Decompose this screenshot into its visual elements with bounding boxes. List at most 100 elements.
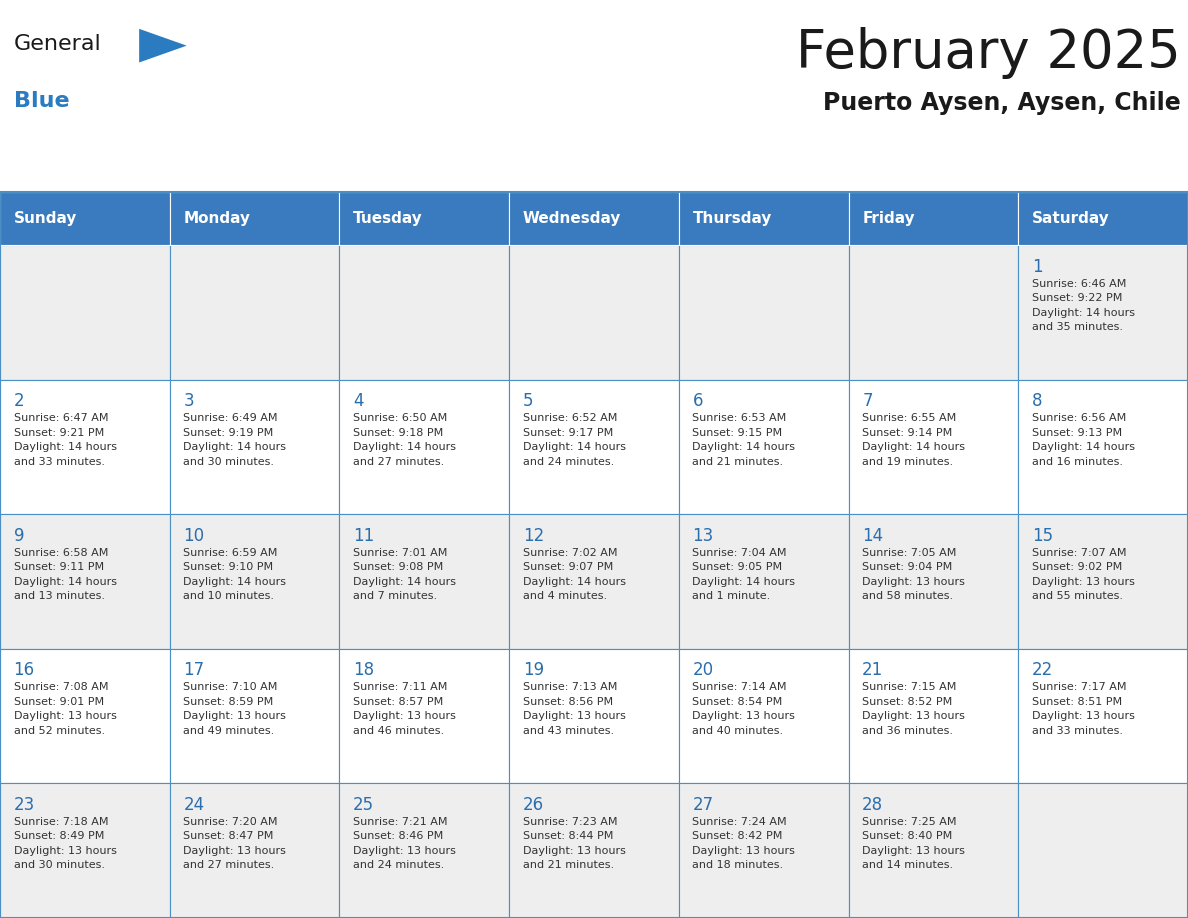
Bar (1018, 783, 1188, 918)
Bar (510, 783, 678, 918)
Bar (0, 649, 170, 783)
Bar (340, 514, 510, 649)
Text: Sunrise: 7:01 AM
Sunset: 9:08 PM
Daylight: 14 hours
and 7 minutes.: Sunrise: 7:01 AM Sunset: 9:08 PM Dayligh… (353, 548, 456, 601)
Text: Sunday: Sunday (13, 211, 77, 226)
Text: Sunrise: 6:59 AM
Sunset: 9:10 PM
Daylight: 14 hours
and 10 minutes.: Sunrise: 6:59 AM Sunset: 9:10 PM Dayligh… (183, 548, 286, 601)
Text: 15: 15 (1032, 527, 1053, 544)
Text: Monday: Monday (183, 211, 251, 226)
Text: Sunrise: 7:14 AM
Sunset: 8:54 PM
Daylight: 13 hours
and 40 minutes.: Sunrise: 7:14 AM Sunset: 8:54 PM Dayligh… (693, 682, 795, 735)
Text: 19: 19 (523, 661, 544, 679)
Text: 6: 6 (693, 392, 703, 410)
Text: 22: 22 (1032, 661, 1053, 679)
Text: Blue: Blue (13, 91, 69, 111)
Bar (1018, 380, 1188, 514)
Text: Sunrise: 7:23 AM
Sunset: 8:44 PM
Daylight: 13 hours
and 21 minutes.: Sunrise: 7:23 AM Sunset: 8:44 PM Dayligh… (523, 817, 626, 870)
Text: 18: 18 (353, 661, 374, 679)
Text: February 2025: February 2025 (796, 27, 1181, 79)
Text: Sunrise: 6:46 AM
Sunset: 9:22 PM
Daylight: 14 hours
and 35 minutes.: Sunrise: 6:46 AM Sunset: 9:22 PM Dayligh… (1032, 279, 1135, 332)
Text: Sunrise: 7:20 AM
Sunset: 8:47 PM
Daylight: 13 hours
and 27 minutes.: Sunrise: 7:20 AM Sunset: 8:47 PM Dayligh… (183, 817, 286, 870)
Text: 26: 26 (523, 796, 544, 814)
Text: Sunrise: 7:13 AM
Sunset: 8:56 PM
Daylight: 13 hours
and 43 minutes.: Sunrise: 7:13 AM Sunset: 8:56 PM Dayligh… (523, 682, 626, 735)
Text: Sunrise: 7:02 AM
Sunset: 9:07 PM
Daylight: 14 hours
and 4 minutes.: Sunrise: 7:02 AM Sunset: 9:07 PM Dayligh… (523, 548, 626, 601)
Text: Sunrise: 6:52 AM
Sunset: 9:17 PM
Daylight: 14 hours
and 24 minutes.: Sunrise: 6:52 AM Sunset: 9:17 PM Dayligh… (523, 413, 626, 466)
Text: Sunrise: 7:15 AM
Sunset: 8:52 PM
Daylight: 13 hours
and 36 minutes.: Sunrise: 7:15 AM Sunset: 8:52 PM Dayligh… (862, 682, 965, 735)
Bar (678, 192, 848, 245)
Bar (0, 783, 170, 918)
Text: Sunrise: 7:04 AM
Sunset: 9:05 PM
Daylight: 14 hours
and 1 minute.: Sunrise: 7:04 AM Sunset: 9:05 PM Dayligh… (693, 548, 796, 601)
Text: Friday: Friday (862, 211, 915, 226)
Text: 4: 4 (353, 392, 364, 410)
Bar (170, 649, 340, 783)
Bar (170, 514, 340, 649)
Bar (848, 380, 1018, 514)
Bar (0, 380, 170, 514)
Text: General: General (13, 34, 101, 53)
Text: Sunrise: 6:55 AM
Sunset: 9:14 PM
Daylight: 14 hours
and 19 minutes.: Sunrise: 6:55 AM Sunset: 9:14 PM Dayligh… (862, 413, 965, 466)
Text: 23: 23 (13, 796, 34, 814)
Bar (0, 514, 170, 649)
Bar (170, 245, 340, 380)
Text: Sunrise: 7:05 AM
Sunset: 9:04 PM
Daylight: 13 hours
and 58 minutes.: Sunrise: 7:05 AM Sunset: 9:04 PM Dayligh… (862, 548, 965, 601)
Bar (1018, 245, 1188, 380)
Text: 1: 1 (1032, 258, 1043, 275)
Bar (510, 245, 678, 380)
Text: 7: 7 (862, 392, 873, 410)
Bar (340, 245, 510, 380)
Text: 25: 25 (353, 796, 374, 814)
Text: 13: 13 (693, 527, 714, 544)
Text: 8: 8 (1032, 392, 1042, 410)
Bar (170, 783, 340, 918)
Text: Sunrise: 6:58 AM
Sunset: 9:11 PM
Daylight: 14 hours
and 13 minutes.: Sunrise: 6:58 AM Sunset: 9:11 PM Dayligh… (13, 548, 116, 601)
Bar (848, 245, 1018, 380)
Text: 12: 12 (523, 527, 544, 544)
Bar (340, 380, 510, 514)
Bar (678, 380, 848, 514)
Text: 3: 3 (183, 392, 194, 410)
Text: Sunrise: 7:10 AM
Sunset: 8:59 PM
Daylight: 13 hours
and 49 minutes.: Sunrise: 7:10 AM Sunset: 8:59 PM Dayligh… (183, 682, 286, 735)
Text: 17: 17 (183, 661, 204, 679)
Bar (0, 192, 1188, 918)
Bar (170, 380, 340, 514)
Text: Sunrise: 7:18 AM
Sunset: 8:49 PM
Daylight: 13 hours
and 30 minutes.: Sunrise: 7:18 AM Sunset: 8:49 PM Dayligh… (13, 817, 116, 870)
Text: Sunrise: 6:50 AM
Sunset: 9:18 PM
Daylight: 14 hours
and 27 minutes.: Sunrise: 6:50 AM Sunset: 9:18 PM Dayligh… (353, 413, 456, 466)
Text: Sunrise: 7:17 AM
Sunset: 8:51 PM
Daylight: 13 hours
and 33 minutes.: Sunrise: 7:17 AM Sunset: 8:51 PM Dayligh… (1032, 682, 1135, 735)
Text: 14: 14 (862, 527, 883, 544)
Bar (340, 783, 510, 918)
Text: 10: 10 (183, 527, 204, 544)
Bar (1018, 192, 1188, 245)
Bar (848, 514, 1018, 649)
Bar (678, 514, 848, 649)
Bar (1018, 514, 1188, 649)
Bar (510, 192, 678, 245)
Bar (678, 245, 848, 380)
Bar (340, 649, 510, 783)
Text: Sunrise: 6:49 AM
Sunset: 9:19 PM
Daylight: 14 hours
and 30 minutes.: Sunrise: 6:49 AM Sunset: 9:19 PM Dayligh… (183, 413, 286, 466)
Bar (848, 649, 1018, 783)
Text: Puerto Aysen, Aysen, Chile: Puerto Aysen, Aysen, Chile (823, 91, 1181, 116)
Polygon shape (139, 28, 187, 62)
Text: Sunrise: 7:25 AM
Sunset: 8:40 PM
Daylight: 13 hours
and 14 minutes.: Sunrise: 7:25 AM Sunset: 8:40 PM Dayligh… (862, 817, 965, 870)
Text: 2: 2 (13, 392, 24, 410)
Text: 11: 11 (353, 527, 374, 544)
Text: Sunrise: 6:47 AM
Sunset: 9:21 PM
Daylight: 14 hours
and 33 minutes.: Sunrise: 6:47 AM Sunset: 9:21 PM Dayligh… (13, 413, 116, 466)
Bar (0, 245, 170, 380)
Text: 24: 24 (183, 796, 204, 814)
Text: Sunrise: 7:21 AM
Sunset: 8:46 PM
Daylight: 13 hours
and 24 minutes.: Sunrise: 7:21 AM Sunset: 8:46 PM Dayligh… (353, 817, 456, 870)
Bar (678, 649, 848, 783)
Text: Sunrise: 6:56 AM
Sunset: 9:13 PM
Daylight: 14 hours
and 16 minutes.: Sunrise: 6:56 AM Sunset: 9:13 PM Dayligh… (1032, 413, 1135, 466)
Text: 28: 28 (862, 796, 883, 814)
Text: 20: 20 (693, 661, 714, 679)
Bar (678, 783, 848, 918)
Text: 21: 21 (862, 661, 884, 679)
Text: Tuesday: Tuesday (353, 211, 423, 226)
Text: Sunrise: 7:24 AM
Sunset: 8:42 PM
Daylight: 13 hours
and 18 minutes.: Sunrise: 7:24 AM Sunset: 8:42 PM Dayligh… (693, 817, 795, 870)
Text: 5: 5 (523, 392, 533, 410)
Text: 27: 27 (693, 796, 714, 814)
Bar (510, 649, 678, 783)
Bar (510, 380, 678, 514)
Text: 16: 16 (13, 661, 34, 679)
Text: Sunrise: 6:53 AM
Sunset: 9:15 PM
Daylight: 14 hours
and 21 minutes.: Sunrise: 6:53 AM Sunset: 9:15 PM Dayligh… (693, 413, 796, 466)
Bar (340, 192, 510, 245)
Bar (0, 192, 170, 245)
Text: Wednesday: Wednesday (523, 211, 621, 226)
